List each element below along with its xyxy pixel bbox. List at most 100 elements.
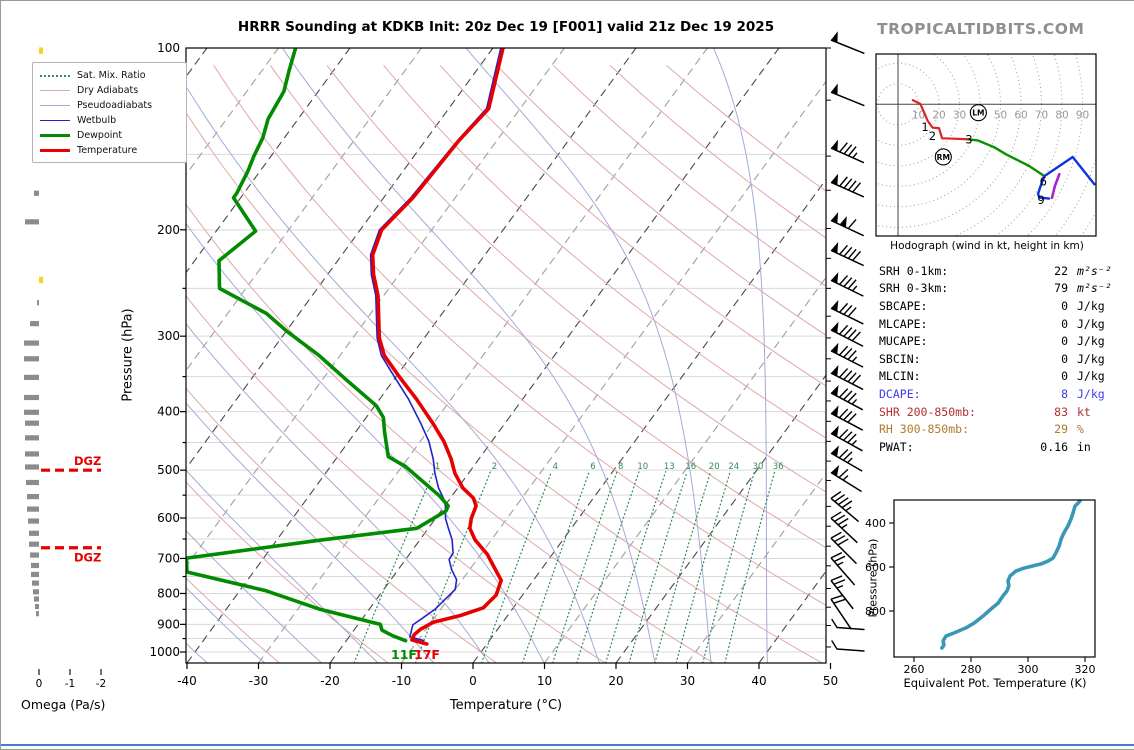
stat-label: SBCIN:	[879, 352, 1018, 366]
temperature-axis-label: Temperature (°C)	[186, 698, 826, 713]
stat-value: 0	[1018, 299, 1068, 313]
pressure-tick-label: 100	[157, 41, 180, 55]
legend-line-sample	[40, 149, 70, 152]
stat-label: SBCAPE:	[879, 299, 1018, 313]
stat-label: MLCAPE:	[879, 317, 1018, 331]
wind-barbs	[826, 31, 864, 651]
stat-value: 0.16	[1018, 440, 1068, 454]
hodograph-caption: Hodograph (wind in kt, height in km)	[876, 240, 1098, 252]
pressure-tick-label: 500	[157, 463, 180, 477]
hodograph-motion-marker: RM	[937, 153, 950, 162]
legend-item-label: Pseudoadiabats	[77, 100, 152, 111]
mixing-ratio-label: 24	[728, 462, 739, 472]
pressure-axis-label: Pressure (hPa)	[121, 308, 136, 401]
mixing-ratio-label: 16	[685, 462, 696, 472]
omega-axis-label: Omega (Pa/s)	[21, 697, 105, 712]
thetae-x-tick: 300	[1018, 663, 1039, 676]
mixing-ratio-label: 2	[492, 462, 497, 472]
temp-tick-label: 10	[537, 674, 552, 688]
omega-tick-label: 0	[36, 678, 43, 690]
legend-line-sample	[40, 75, 70, 77]
temperature-curve	[373, 48, 503, 644]
stat-value: 22	[1018, 264, 1068, 278]
stat-value: 29	[1018, 422, 1068, 436]
legend-line-sample	[40, 105, 70, 106]
surface-temperature-label: 17F	[414, 647, 440, 662]
hodograph-ring-label: 30	[953, 109, 966, 121]
wetbulb-curve	[371, 48, 501, 641]
mixing-ratio-label: 1	[435, 462, 440, 472]
mixing-ratio-label: 10	[637, 462, 648, 472]
thetae-y-tick: 400	[865, 517, 886, 530]
mixing-ratio-label: 30	[753, 462, 764, 472]
hodograph-ring-label: 80	[1055, 109, 1068, 121]
stat-value: 79	[1018, 281, 1068, 295]
legend-line-sample	[40, 90, 70, 91]
stat-unit: J/kg	[1077, 334, 1129, 348]
hodograph-ring-label: 50	[994, 109, 1007, 121]
legend-item: Sat. Mix. Ratio	[40, 68, 180, 83]
stat-label: SHR 200-850mb:	[879, 405, 1018, 419]
temp-tick-label: -30	[249, 674, 269, 688]
temp-tick-label: -10	[392, 674, 412, 688]
temp-tick-label: 0	[469, 674, 477, 688]
pressure-tick-label: 800	[157, 586, 180, 600]
legend-item-label: Sat. Mix. Ratio	[77, 70, 146, 81]
stat-unit: m²s⁻²	[1077, 281, 1129, 295]
mixing-ratio-label: 20	[709, 462, 720, 472]
thetae-x-tick: 280	[961, 663, 982, 676]
stat-value: 0	[1018, 352, 1068, 366]
legend-item: Pseudoadiabats	[40, 98, 180, 113]
hodograph-height-label: 1	[921, 120, 928, 134]
temp-tick-label: 40	[751, 674, 766, 688]
legend-line-sample	[40, 134, 70, 137]
stat-unit: %	[1077, 422, 1129, 436]
stat-value: 0	[1018, 317, 1068, 331]
stat-value: 83	[1018, 405, 1068, 419]
stat-label: PWAT:	[879, 440, 1018, 454]
thetae-y-axis-label: Pressure (hPa)	[867, 539, 880, 618]
dgz-label: DGZ	[74, 551, 101, 565]
stat-unit: m²s⁻²	[1077, 264, 1129, 278]
mixing-ratio-label: 36	[773, 462, 784, 472]
stat-label: MUCAPE:	[879, 334, 1018, 348]
stat-value: 0	[1018, 334, 1068, 348]
legend-item: Temperature	[40, 143, 180, 158]
temp-tick-label: -40	[177, 674, 197, 688]
pressure-tick-label: 900	[157, 617, 180, 631]
stat-label: SRH 0-1km:	[879, 264, 1018, 278]
hodograph-ring-label: 20	[932, 109, 945, 121]
stat-row: SRH 0-1km:22 m²s⁻²	[879, 262, 1129, 280]
legend-line-sample	[40, 120, 70, 121]
pressure-tick-label: 200	[157, 223, 180, 237]
hodograph-ring-label: 90	[1076, 109, 1089, 121]
stat-row: RH 300-850mb:29%	[879, 420, 1129, 438]
hodograph-ring-label: 70	[1035, 109, 1048, 121]
hodograph-height-label: 9	[1037, 193, 1044, 207]
temp-tick-label: 20	[608, 674, 623, 688]
temp-tick-label: -20	[320, 674, 340, 688]
pressure-tick-label: 700	[157, 551, 180, 565]
legend-item: Dewpoint	[40, 128, 180, 143]
pressure-tick-label: 1000	[149, 645, 180, 659]
legend-item: Wetbulb	[40, 113, 180, 128]
hodograph-height-label: 2	[929, 129, 936, 143]
stat-value: 0	[1018, 369, 1068, 383]
legend-item-label: Wetbulb	[77, 115, 116, 126]
mixing-ratio-label: 4	[553, 462, 558, 472]
stat-unit: kt	[1077, 405, 1129, 419]
stat-unit: J/kg	[1077, 299, 1129, 313]
stat-value: 8	[1018, 387, 1068, 401]
hodograph-motion-marker: LM	[972, 109, 984, 118]
stat-label: DCAPE:	[879, 387, 1018, 401]
